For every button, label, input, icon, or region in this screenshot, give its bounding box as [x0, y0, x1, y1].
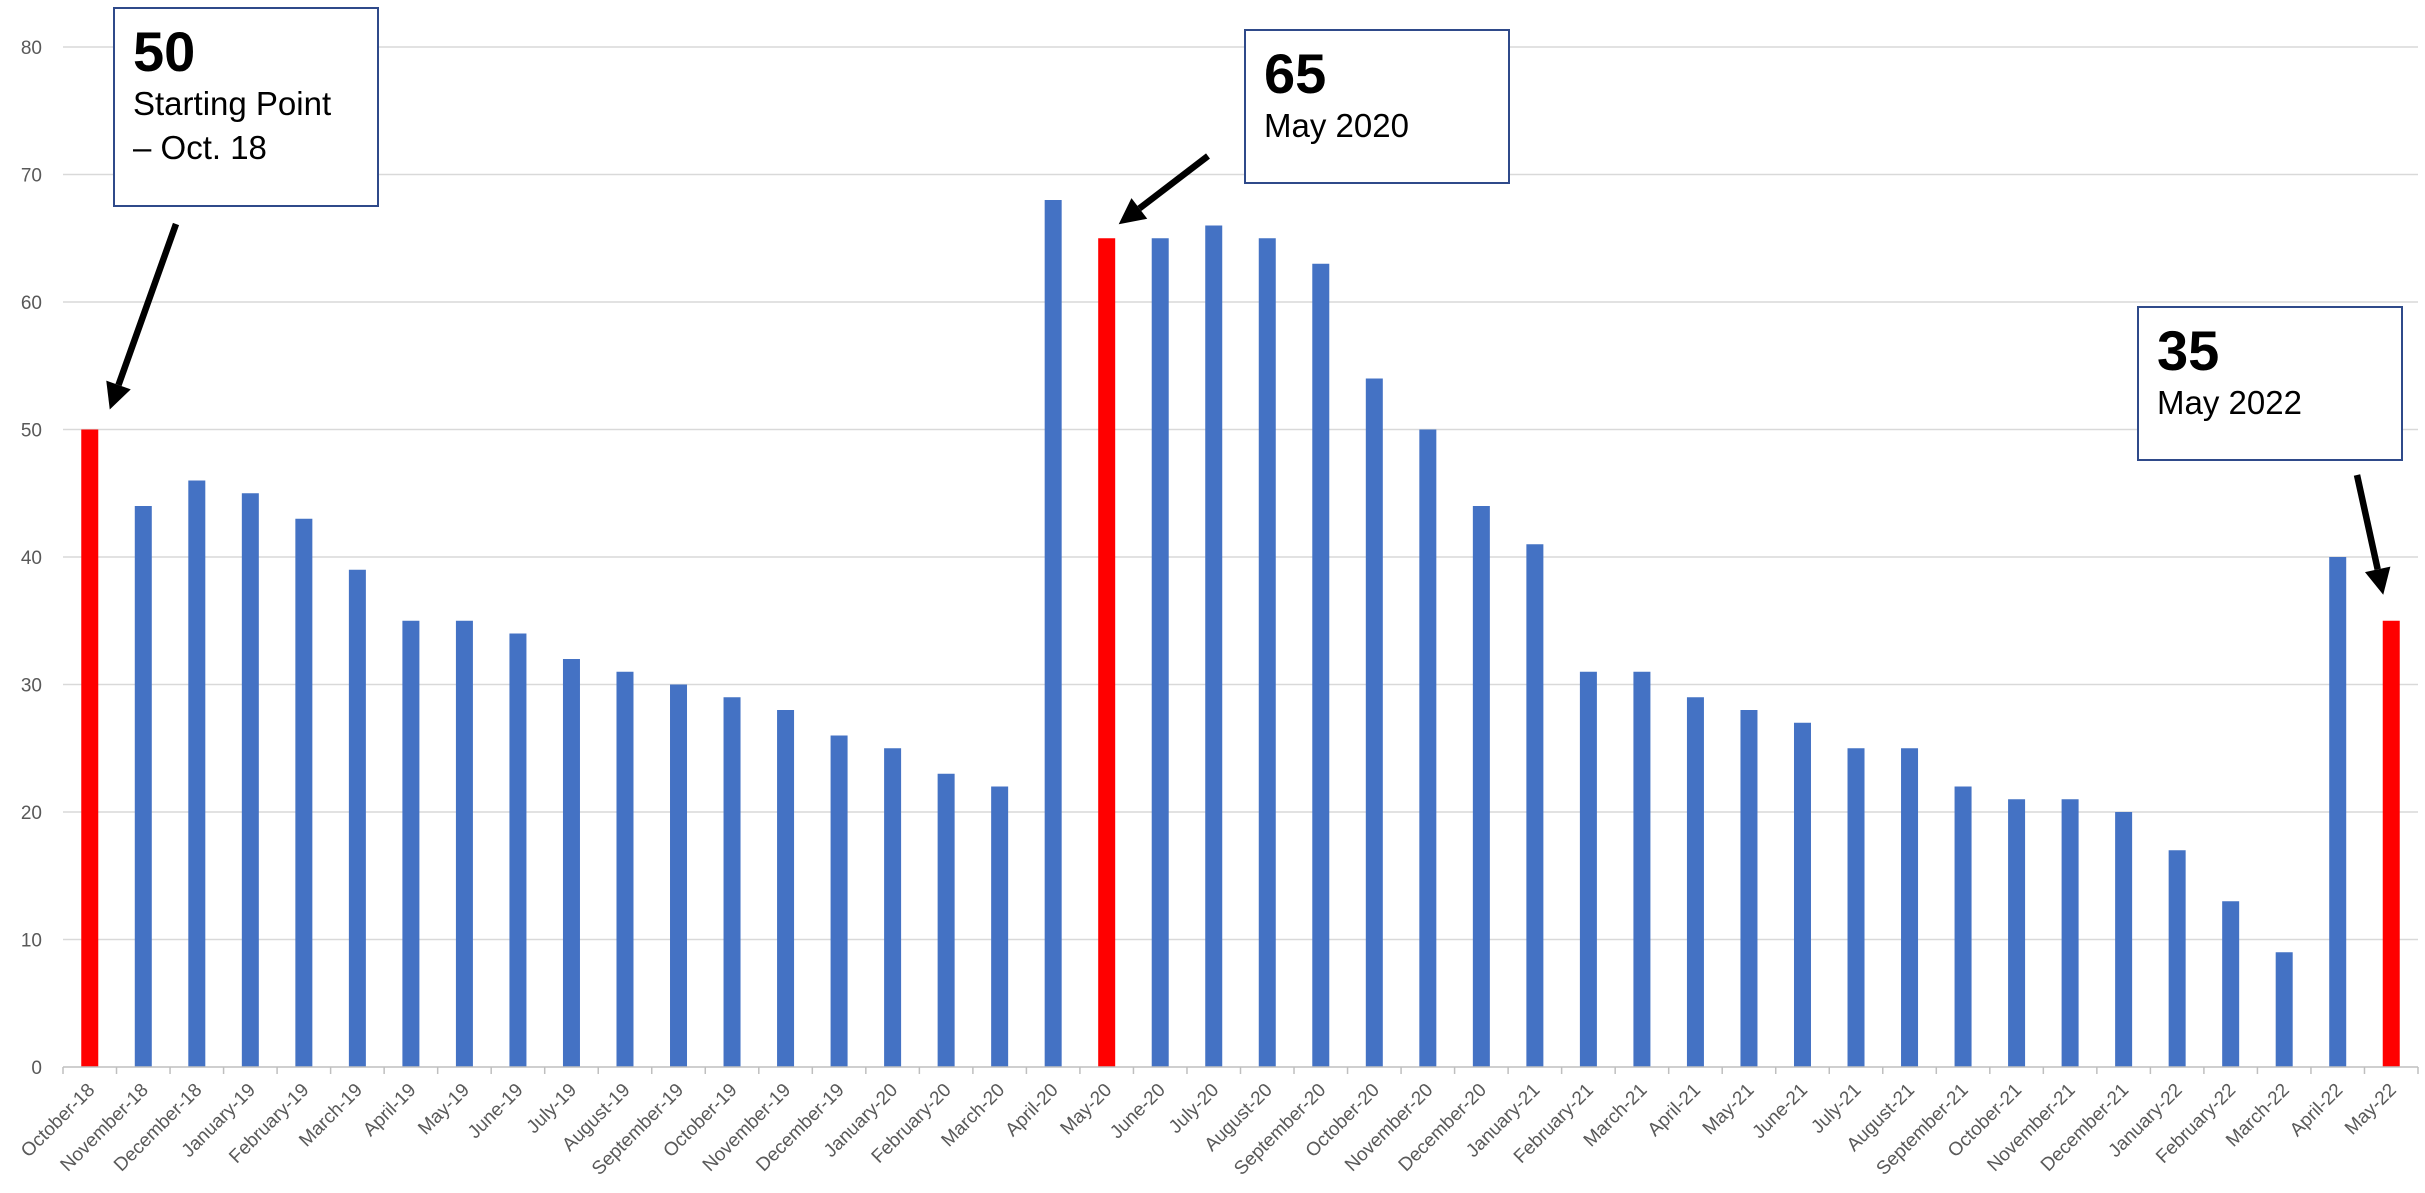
bar [1526, 544, 1544, 1067]
bar [2168, 850, 2186, 1067]
x-tick-label: September-20 [1230, 1080, 1330, 1180]
bar [777, 710, 795, 1067]
bar [616, 671, 634, 1067]
bar [1044, 200, 1062, 1067]
y-tick-label: 50 [21, 421, 42, 442]
bar [1633, 671, 1651, 1067]
bar [188, 480, 206, 1067]
bar [830, 735, 848, 1067]
callout-may20-text: May 2020 [1264, 106, 1409, 144]
arrows [106, 153, 2391, 595]
bar [1472, 506, 1490, 1067]
x-tick-label: April-20 [1002, 1080, 1063, 1141]
bar [562, 659, 580, 1067]
bar [1258, 238, 1276, 1067]
highlighted-bar [81, 429, 99, 1067]
callout-may22-text: May 2022 [2157, 383, 2302, 421]
highlighted-bar [1098, 238, 1116, 1067]
bar [2329, 557, 2347, 1067]
bar [295, 518, 313, 1067]
x-tick-label: June-19 [464, 1080, 527, 1143]
bar [1793, 722, 1811, 1067]
y-tick-label: 60 [21, 293, 42, 314]
bar [1205, 225, 1223, 1067]
bar [241, 493, 259, 1067]
bar [509, 633, 527, 1067]
bar [1365, 378, 1383, 1067]
bar [1419, 429, 1437, 1067]
x-tick-label: May-22 [2341, 1080, 2401, 1140]
y-tick-label: 80 [21, 38, 42, 59]
bar [2115, 812, 2133, 1067]
bar [1312, 263, 1330, 1067]
y-tick-label: 70 [21, 166, 42, 187]
callout-may22: 35 May 2022 [2137, 306, 2403, 461]
y-tick-label: 0 [31, 1058, 42, 1079]
x-tick-label: April-22 [2286, 1080, 2347, 1141]
bar [1686, 697, 1704, 1067]
bar [1901, 748, 1919, 1067]
bar [670, 684, 688, 1067]
bar [2061, 799, 2079, 1067]
callout-may20-value: 65 [1264, 42, 1327, 105]
arrow-may20-icon [1118, 153, 1210, 225]
bars [81, 200, 2400, 1067]
callout-start-value: 50 [133, 20, 196, 83]
y-tick-label: 20 [21, 803, 42, 824]
arrow-may22-icon [2353, 474, 2391, 595]
y-tick-label: 30 [21, 676, 42, 697]
arrow-start-icon [106, 222, 180, 410]
x-tick-label: September-19 [588, 1080, 688, 1180]
y-tick-label: 10 [21, 931, 42, 952]
bar [991, 786, 1009, 1067]
bar [1740, 710, 1758, 1067]
bar [723, 697, 741, 1067]
gridlines [63, 46, 2418, 941]
x-tick-label: April-21 [1644, 1080, 1705, 1141]
bar [1579, 671, 1597, 1067]
x-tick-label: September-21 [1873, 1080, 1973, 1180]
x-tick-label: June-21 [1749, 1080, 1812, 1143]
bar [2222, 901, 2240, 1067]
bar [2275, 952, 2293, 1067]
y-tick-label: 40 [21, 548, 42, 569]
callout-may22-value: 35 [2157, 319, 2220, 382]
callout-start: 50 Starting Point – Oct. 18 [113, 7, 379, 207]
bar [1847, 748, 1865, 1067]
bar [455, 620, 473, 1067]
bar [2008, 799, 2026, 1067]
bar [402, 620, 420, 1067]
bar [884, 748, 902, 1067]
bar [937, 773, 955, 1067]
bar [1151, 238, 1169, 1067]
callout-start-text: Starting Point – Oct. 18 [133, 84, 332, 167]
bar [1954, 786, 1972, 1067]
bar [134, 506, 152, 1067]
highlighted-bar [2382, 620, 2400, 1067]
x-tick-label: April-19 [359, 1080, 420, 1141]
bar [348, 569, 366, 1067]
x-tick-label: June-20 [1106, 1080, 1169, 1143]
callout-may20: 65 May 2020 [1244, 29, 1510, 184]
